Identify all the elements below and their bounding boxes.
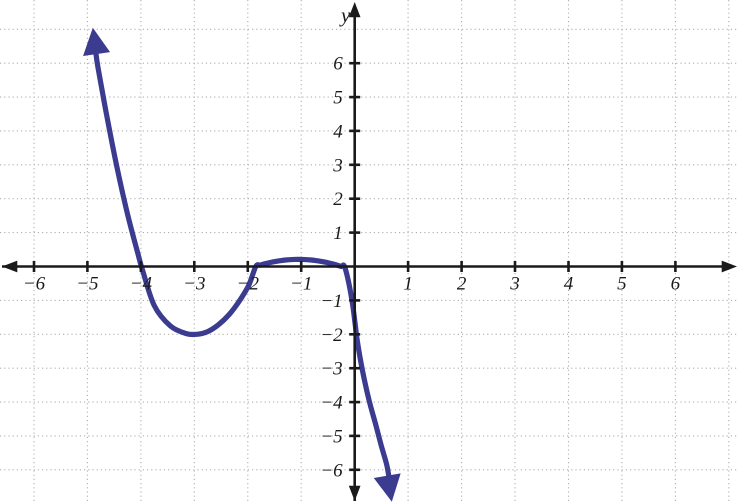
svg-text:2: 2 — [457, 274, 467, 295]
svg-text:−3: −3 — [320, 359, 342, 380]
svg-text:1: 1 — [333, 223, 343, 244]
svg-text:−6: −6 — [23, 274, 46, 295]
svg-text:−4: −4 — [130, 274, 153, 295]
svg-text:5: 5 — [333, 88, 343, 109]
svg-text:−1: −1 — [290, 274, 312, 295]
svg-text:−4: −4 — [320, 393, 343, 414]
svg-text:5: 5 — [617, 274, 627, 295]
svg-text:−6: −6 — [320, 460, 343, 481]
svg-text:−1: −1 — [320, 291, 342, 312]
svg-text:4: 4 — [333, 121, 343, 142]
svg-text:6: 6 — [671, 274, 681, 295]
svg-text:−3: −3 — [183, 274, 205, 295]
svg-text:3: 3 — [332, 155, 343, 176]
svg-text:4: 4 — [564, 274, 574, 295]
svg-text:−2: −2 — [237, 274, 260, 295]
svg-text:2: 2 — [333, 189, 343, 210]
svg-text:1: 1 — [403, 274, 413, 295]
svg-text:−2: −2 — [320, 325, 343, 346]
svg-text:3: 3 — [509, 274, 520, 295]
svg-text:−5: −5 — [320, 426, 342, 447]
svg-text:y: y — [339, 3, 351, 27]
svg-text:−5: −5 — [76, 274, 98, 295]
svg-text:6: 6 — [333, 54, 343, 75]
